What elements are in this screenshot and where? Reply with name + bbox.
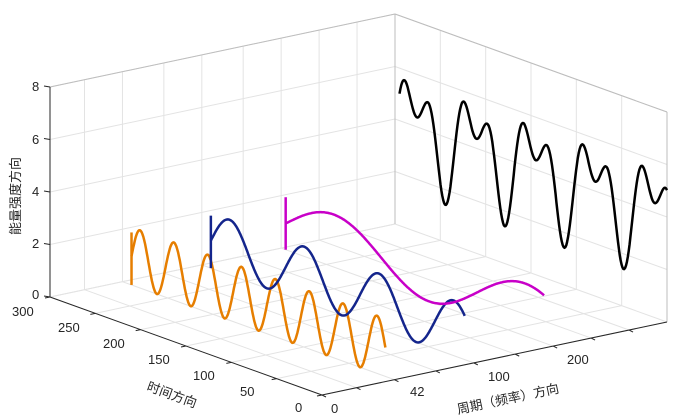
y-tick <box>316 394 323 397</box>
z-tick-label: 4 <box>32 184 39 199</box>
gridline <box>185 272 532 347</box>
y-tick-label: 300 <box>12 304 34 319</box>
gridline <box>394 66 668 165</box>
z-tick <box>43 295 51 298</box>
grid <box>49 13 668 396</box>
y-tick <box>90 312 96 315</box>
y-tick-label: 100 <box>193 368 215 383</box>
z-tick <box>43 190 51 193</box>
gridline <box>140 256 486 331</box>
y-tick <box>135 329 141 332</box>
series-line-blue <box>209 218 466 344</box>
z-tick-label: 6 <box>32 132 39 147</box>
gridline <box>394 118 668 218</box>
z-tick-label: 2 <box>32 236 39 251</box>
x-tick-label: 42 <box>410 384 424 399</box>
x-tick <box>321 394 327 398</box>
x-tick <box>394 379 399 383</box>
x-tick <box>590 337 596 341</box>
x-axis-line <box>321 321 668 396</box>
x-tick <box>473 362 479 366</box>
z-axis-label: 能量强度方向 <box>8 157 24 235</box>
gridline <box>49 66 396 140</box>
y-tick-label: 200 <box>103 336 125 351</box>
box-edge <box>394 13 668 113</box>
series-line-orange <box>130 228 387 369</box>
x-axis-label: 周期（频率）方向 <box>456 381 561 418</box>
axes <box>43 13 668 398</box>
gridline <box>95 239 441 314</box>
box-edge <box>49 13 396 88</box>
x-tick-label: 100 <box>488 369 510 384</box>
tick-labels: 0 2 4 6 8 300 250 200 150 100 50 0 0 42 … <box>12 79 589 416</box>
x-tick <box>628 329 634 333</box>
y-tick-label: 250 <box>58 320 80 335</box>
series-line-black <box>398 78 669 271</box>
z-tick-label: 0 <box>32 287 39 302</box>
y-tick <box>271 378 277 381</box>
x-tick-label: 0 <box>331 401 338 416</box>
x-tick-label: 200 <box>567 352 589 367</box>
gridline <box>276 305 622 380</box>
y-tick-label: 150 <box>148 352 170 367</box>
gridline <box>49 171 396 245</box>
z-tick <box>43 85 51 88</box>
y-tick-label: 0 <box>295 400 302 415</box>
y-tick <box>226 361 232 364</box>
gridline <box>49 223 396 298</box>
y-tick-label: 50 <box>240 384 254 399</box>
y-axis-label: 时间方向 <box>145 379 199 412</box>
z-tick <box>43 243 51 245</box>
z-tick <box>43 138 51 140</box>
x-tick <box>514 353 520 357</box>
gridline <box>394 223 668 323</box>
x-tick <box>435 370 441 374</box>
x-tick <box>552 345 558 349</box>
z-tick-label: 8 <box>32 79 39 94</box>
x-tick <box>356 387 361 391</box>
y-tick <box>180 345 187 348</box>
series-line-magenta <box>285 210 545 306</box>
series-lines <box>130 78 669 369</box>
gridline <box>49 118 396 193</box>
